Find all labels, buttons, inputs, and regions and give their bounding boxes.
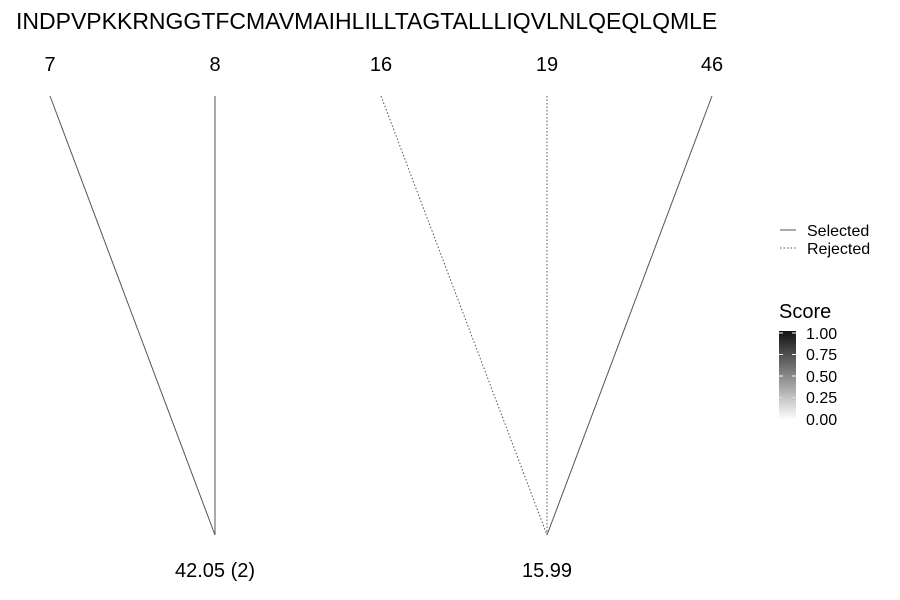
score-legend-title: Score	[779, 301, 831, 323]
connection-lines	[49, 95, 713, 536]
bottom-labels: 42.05 (2) 15.99	[175, 560, 572, 582]
legend-rejected-label: Rejected	[807, 241, 870, 258]
selected-connection-line	[49, 95, 216, 536]
selected-connection-line	[546, 95, 713, 536]
score-gradient-bar	[779, 331, 796, 420]
score-tick-label: 0.25	[806, 390, 837, 407]
score-tick-label: 1.00	[806, 326, 837, 343]
score-legend: Score 1.00 0.75 0.50 0.25 0.00	[779, 301, 837, 429]
position-label: 46	[701, 54, 723, 76]
score-tick-label: 0.00	[806, 412, 837, 429]
position-labels: 7 8 16 19 46	[44, 54, 723, 76]
score-ticks	[779, 332, 796, 398]
position-label: 19	[536, 54, 558, 76]
legend-selected-label: Selected	[807, 223, 869, 240]
position-label: 7	[44, 54, 55, 76]
score-tick-label: 0.50	[806, 369, 837, 386]
sequence-text: INDPVPKKRNGGTFCMAVMAIHLILLTAGTALLLIQVLNL…	[16, 8, 717, 34]
bottom-node-label: 15.99	[522, 560, 572, 582]
rejected-connection-line	[380, 95, 548, 536]
line-type-legend: Selected Rejected	[780, 223, 870, 258]
position-label: 16	[370, 54, 392, 76]
bottom-node-label: 42.05 (2)	[175, 560, 255, 582]
position-label: 8	[209, 54, 220, 76]
score-tick-label: 0.75	[806, 347, 837, 364]
